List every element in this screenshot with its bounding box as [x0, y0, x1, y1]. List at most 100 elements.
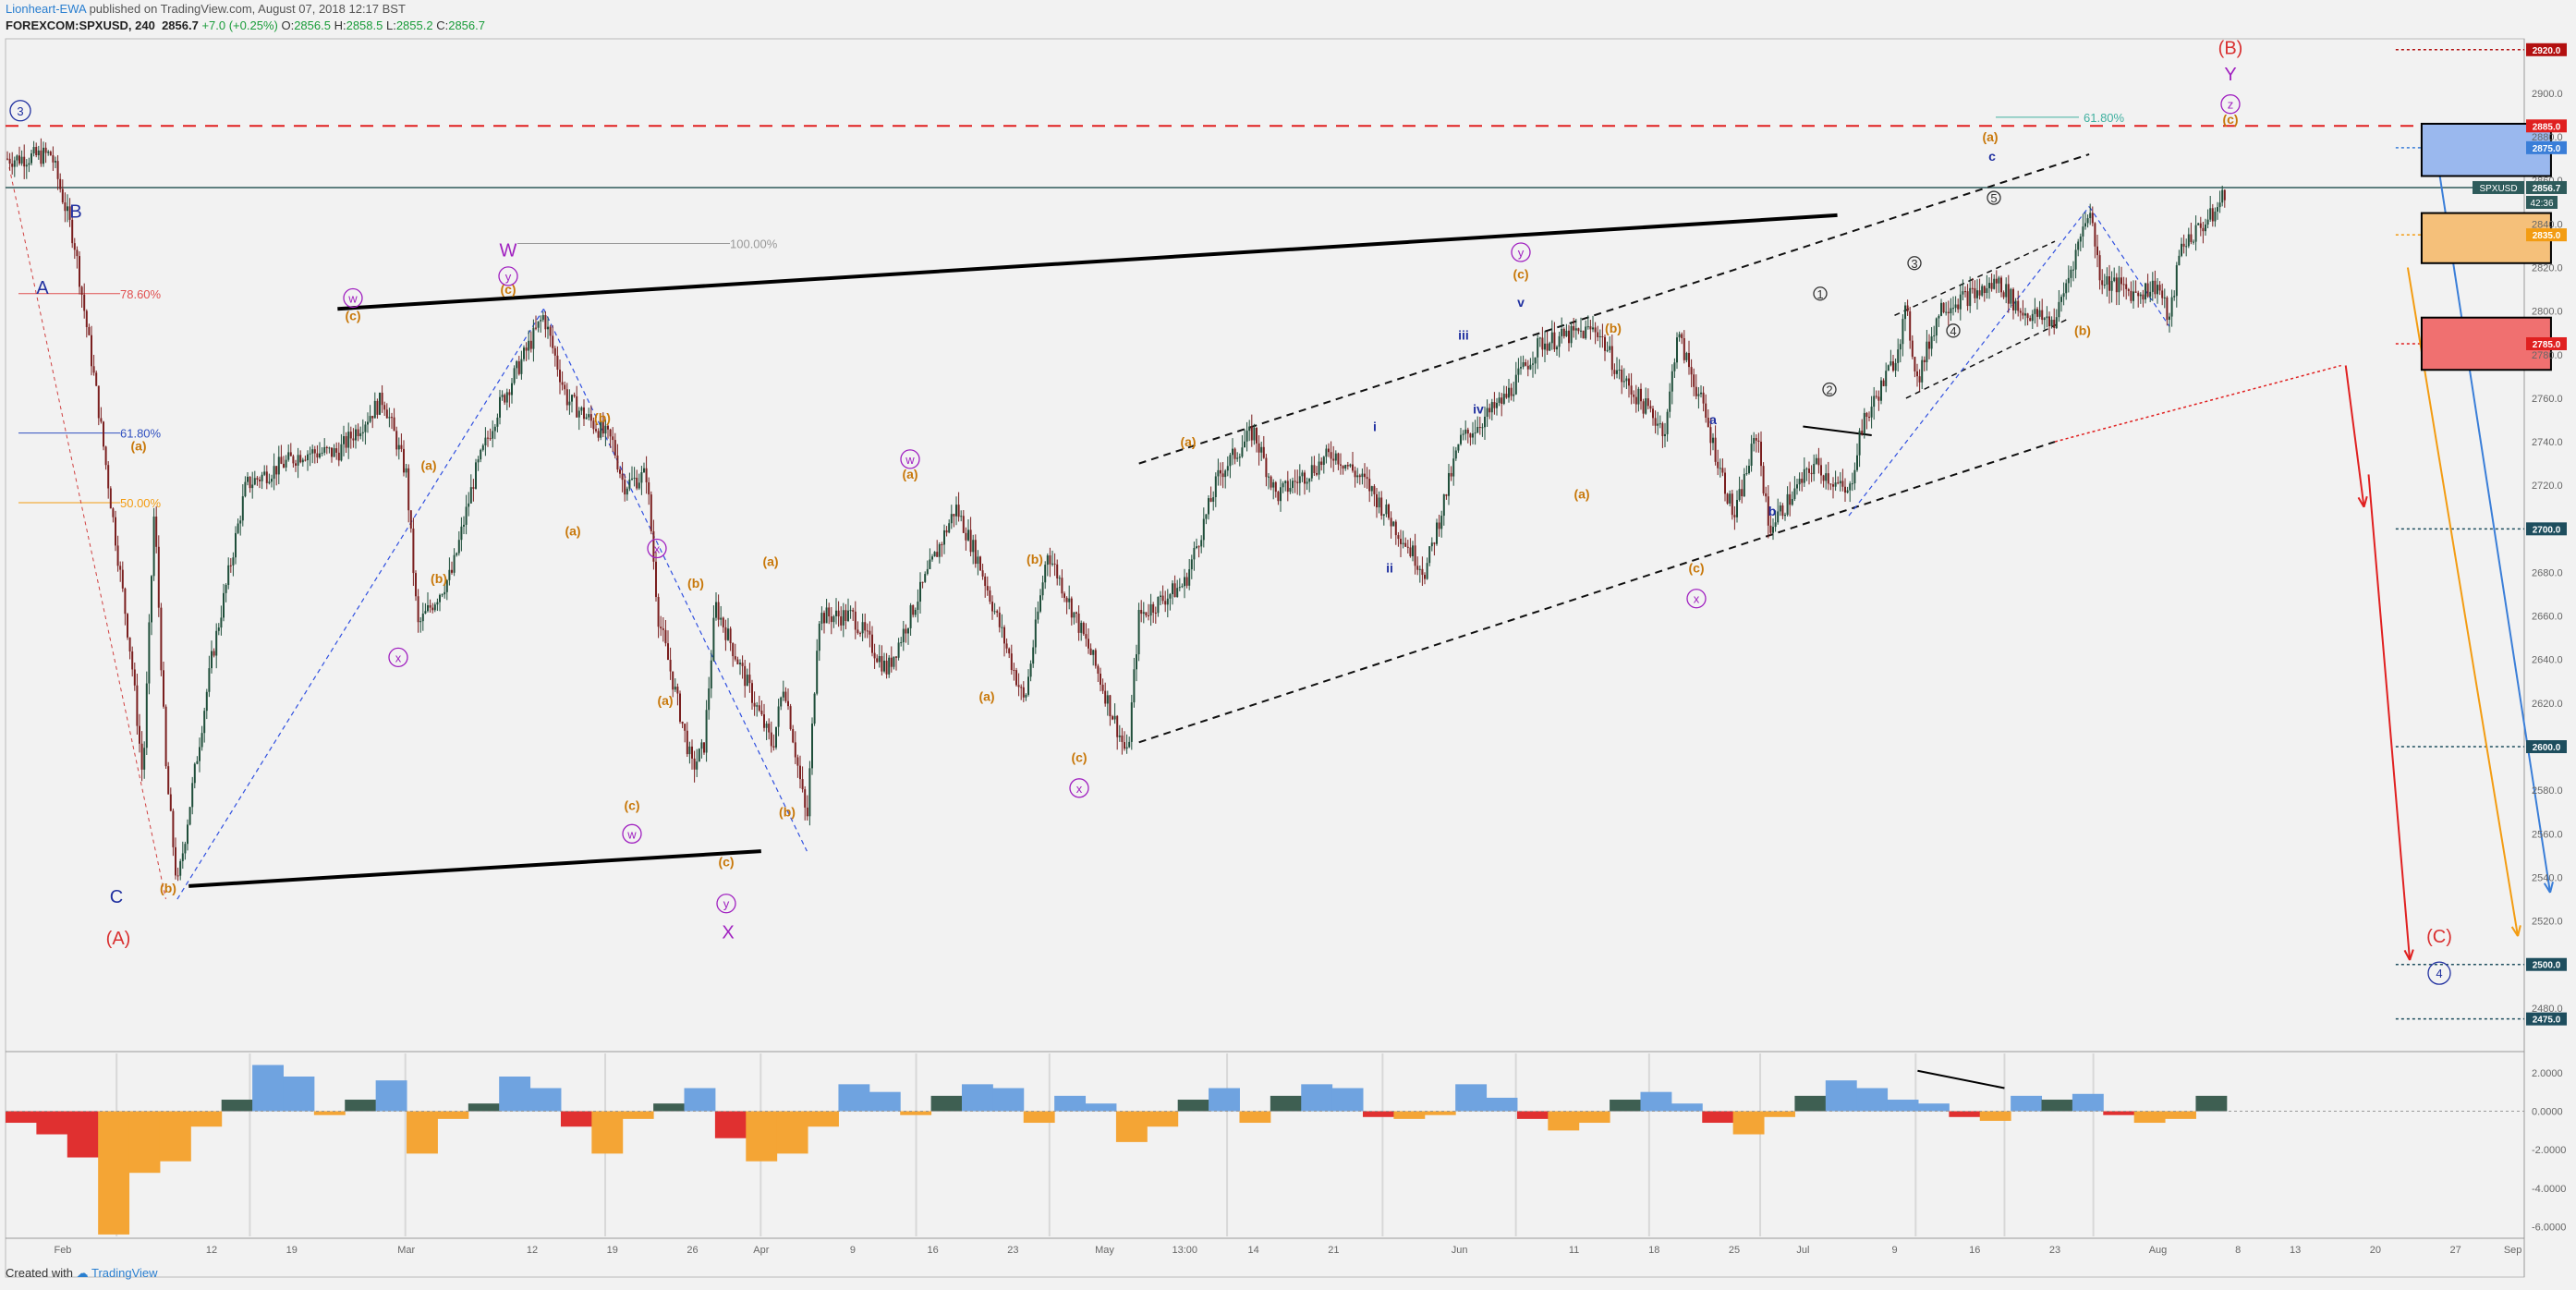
candle-body: [1808, 469, 1810, 473]
fib-label: 61.80%: [120, 427, 162, 441]
oscillator-bar: [1085, 1103, 1117, 1112]
candle-body: [784, 691, 787, 701]
oscillator-bar: [900, 1111, 932, 1115]
candle-body: [1493, 402, 1496, 408]
author-link[interactable]: Lionheart-EWA: [6, 2, 86, 16]
candle-body: [1748, 466, 1750, 474]
time-tick-label: 12: [206, 1245, 217, 1256]
candle-body: [1053, 563, 1056, 565]
candle-body: [679, 693, 681, 722]
candle-body: [277, 456, 280, 475]
candle-body: [88, 326, 91, 335]
candle-body: [529, 340, 532, 349]
wave-label: (c): [718, 855, 734, 870]
time-tick-label: 16: [928, 1245, 939, 1256]
candle-body: [948, 523, 951, 533]
candle-body: [1349, 464, 1352, 467]
candle-body: [1436, 522, 1438, 544]
candle-body: [577, 410, 580, 418]
oscillator-bar: [869, 1091, 901, 1112]
wave-label-circled: x: [1694, 592, 1700, 606]
tradingview-logo-icon[interactable]: ☁: [76, 1266, 89, 1280]
candle-body: [116, 545, 119, 566]
candle-body: [2142, 294, 2145, 300]
candle-body: [1779, 505, 1781, 512]
candle-body: [1565, 330, 1568, 336]
osc-tick-label: -6.0000: [2532, 1223, 2566, 1234]
candle-body: [11, 164, 14, 167]
candle-body: [643, 468, 645, 472]
candle-body: [614, 440, 616, 456]
candle-body: [429, 604, 431, 608]
candle-body: [2031, 313, 2034, 322]
candle-body: [1200, 540, 1203, 547]
candle-body: [1157, 596, 1160, 614]
candle-body: [1549, 343, 1551, 351]
oscillator-bar: [1640, 1091, 1672, 1112]
candle-body: [1510, 387, 1513, 396]
candle-body: [8, 158, 11, 164]
candle-body: [448, 569, 451, 580]
candle-body: [1101, 684, 1104, 691]
wave-circle-icon: [1822, 382, 1837, 397]
candle-body: [1724, 472, 1726, 494]
candle-body: [1232, 448, 1233, 456]
candle-body: [1202, 518, 1205, 541]
candle-body: [1376, 493, 1378, 508]
tradingview-link[interactable]: TradingView: [91, 1266, 158, 1280]
candle-body: [1952, 308, 1954, 310]
wave-label: (c): [1688, 560, 1704, 575]
candle-body: [1039, 595, 1041, 612]
candle-body: [1445, 494, 1448, 496]
candle-body: [2169, 316, 2170, 321]
candle-body: [1130, 702, 1133, 742]
candle-body: [1027, 676, 1029, 695]
candle-body: [1853, 469, 1856, 484]
wave-label: a: [1709, 412, 1717, 427]
candle-body: [1286, 481, 1289, 493]
candle-body: [2034, 309, 2036, 314]
candle-body: [513, 368, 516, 383]
candle-body: [1070, 598, 1073, 618]
price-tick-label: 2780.0: [2532, 350, 2563, 361]
candle-body: [1301, 472, 1304, 477]
candle-body: [215, 630, 218, 656]
price-tick-label: 2660.0: [2532, 612, 2563, 623]
candle-body: [2043, 318, 2046, 321]
candle-body: [493, 426, 496, 432]
candle-body: [1498, 397, 1501, 403]
candle-body: [859, 633, 861, 635]
candle-body: [2010, 288, 2012, 304]
candle-body: [2137, 292, 2140, 297]
candle-body: [1666, 411, 1669, 434]
candle-body: [1714, 437, 1717, 462]
oscillator-bar: [1177, 1100, 1209, 1112]
candle-body: [2205, 225, 2206, 232]
candle-body: [181, 853, 184, 862]
candle-body: [59, 178, 62, 189]
candle-body: [549, 326, 552, 336]
candle-body: [419, 621, 422, 623]
time-tick-label: 11: [1569, 1245, 1579, 1256]
candle-body: [981, 570, 984, 577]
candle-body: [991, 602, 993, 612]
price-axis[interactable]: 2480.0 2500.0 2520.0 2540.0 2560.0 2580.0 2600…: [2532, 89, 2563, 1015]
wave-circle-icon: [1069, 778, 1089, 798]
oscillator-bar: [1979, 1111, 2011, 1121]
candle-body: [208, 668, 211, 692]
candle-body: [739, 663, 741, 664]
wave-label-circled: 4: [1950, 324, 1956, 338]
wave-label: (a): [420, 458, 436, 473]
candle-body: [244, 481, 247, 497]
symbol-label[interactable]: FOREXCOM:SPXUSD, 240: [6, 18, 155, 32]
candle-body: [1124, 742, 1125, 749]
candle-body: [103, 421, 104, 447]
oscillator-bar: [591, 1111, 624, 1154]
candle-body: [1897, 349, 1900, 363]
candle-body: [504, 395, 506, 403]
candle-body: [1729, 493, 1732, 504]
oscillator-bar: [714, 1111, 747, 1138]
candle-body: [703, 742, 705, 753]
time-axis[interactable]: Feb 12 19 Mar 12 19 26 Apr 9 16 23 May 13:00 14 21 Jun 1…: [54, 1245, 2521, 1256]
